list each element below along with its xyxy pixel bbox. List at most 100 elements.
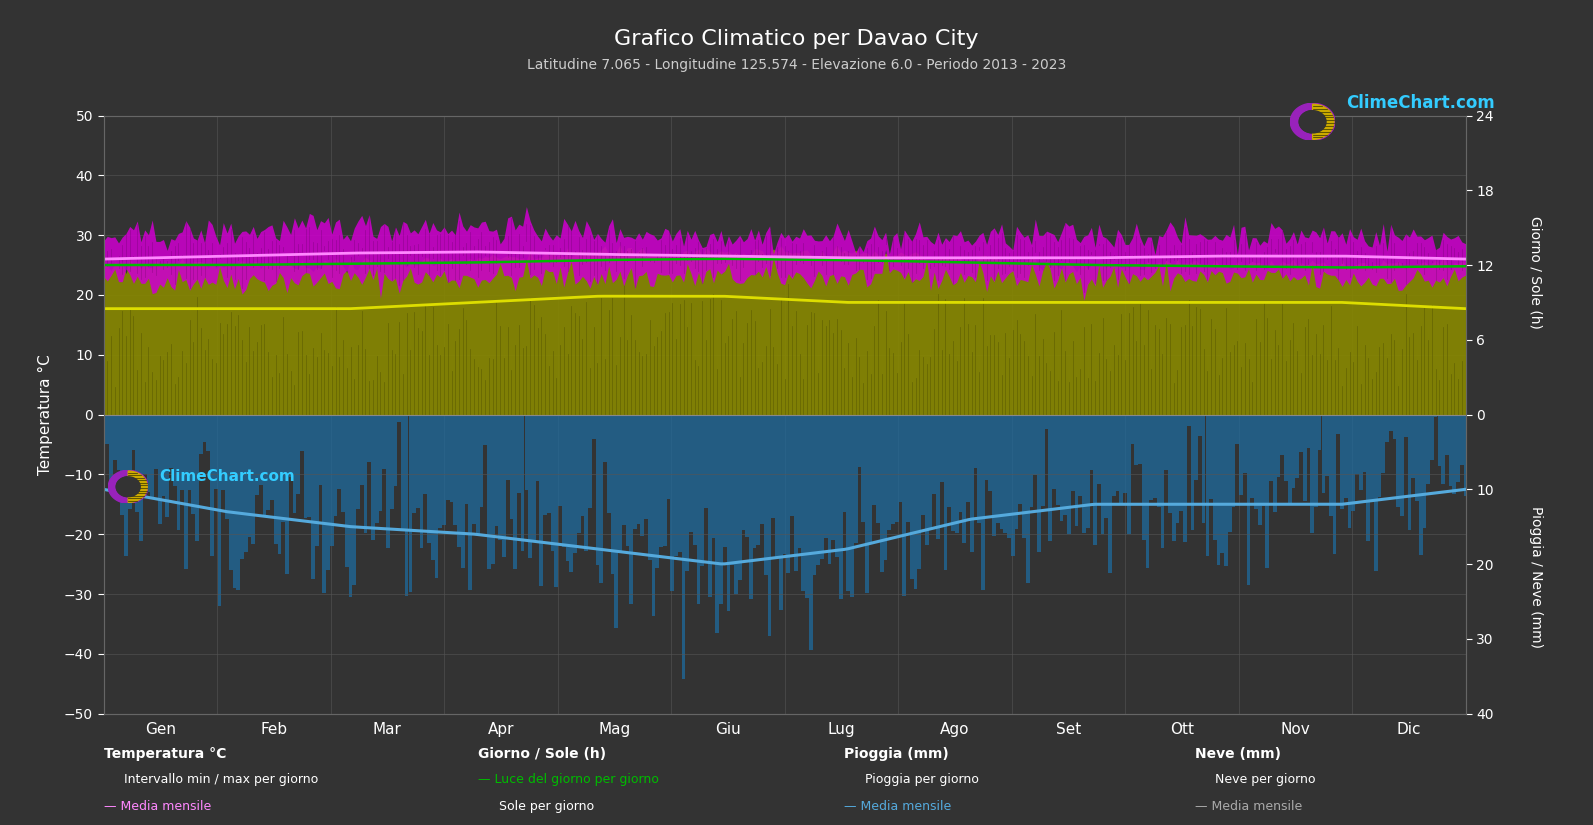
Bar	[1344, 414, 1348, 497]
Polygon shape	[116, 477, 140, 497]
Bar	[432, 414, 435, 560]
Bar	[1258, 414, 1262, 525]
Bar	[898, 414, 902, 502]
Bar	[386, 414, 390, 548]
Bar	[540, 414, 543, 586]
Bar	[1195, 414, 1198, 480]
Bar	[690, 414, 693, 532]
Bar	[1322, 414, 1325, 493]
Bar	[419, 414, 424, 549]
Bar	[846, 414, 851, 592]
Bar	[341, 414, 346, 512]
Bar	[307, 414, 311, 517]
Bar	[970, 414, 973, 552]
Bar	[865, 414, 868, 592]
Bar	[652, 414, 655, 616]
Bar	[1212, 414, 1217, 540]
Text: — Media mensile: — Media mensile	[844, 799, 951, 813]
Bar	[746, 414, 749, 537]
Bar	[1075, 414, 1078, 526]
Bar	[771, 414, 776, 518]
Bar	[644, 414, 648, 519]
Bar	[177, 414, 180, 530]
Bar	[1373, 414, 1378, 571]
Bar	[667, 414, 671, 499]
Bar	[263, 414, 266, 516]
Text: Pioggia per giorno: Pioggia per giorno	[865, 773, 978, 786]
Bar	[236, 414, 241, 590]
Bar	[1314, 414, 1317, 507]
Bar	[704, 414, 707, 508]
Bar	[1078, 414, 1082, 497]
Bar	[1109, 414, 1112, 573]
Bar	[494, 414, 499, 526]
Bar	[199, 414, 202, 454]
Bar	[1270, 414, 1273, 481]
Bar	[1023, 414, 1026, 538]
Bar	[715, 414, 718, 634]
Bar	[1209, 414, 1212, 499]
Bar	[518, 414, 521, 493]
Bar	[132, 414, 135, 450]
Text: Giorno / Sole (h): Giorno / Sole (h)	[478, 747, 605, 761]
Bar	[1325, 414, 1329, 476]
Bar	[954, 414, 959, 533]
Bar	[1389, 414, 1392, 431]
Bar	[1153, 414, 1157, 498]
Bar	[1164, 414, 1168, 469]
Bar	[1045, 414, 1048, 429]
Bar	[1437, 414, 1442, 465]
Bar	[1051, 414, 1056, 489]
Polygon shape	[1300, 111, 1325, 133]
Bar	[989, 414, 992, 492]
Bar	[730, 414, 734, 565]
Bar	[1120, 414, 1123, 503]
Bar	[1434, 414, 1437, 417]
Bar	[191, 414, 196, 514]
Bar	[798, 414, 801, 548]
Bar	[648, 414, 652, 560]
Text: Pioggia / Neve (mm): Pioggia / Neve (mm)	[1529, 507, 1542, 648]
Bar	[1037, 414, 1040, 552]
Bar	[1217, 414, 1220, 564]
Bar	[914, 414, 918, 589]
Bar	[926, 414, 929, 544]
Bar	[296, 414, 299, 493]
Bar	[121, 414, 124, 515]
Bar	[782, 414, 787, 554]
Bar	[368, 414, 371, 462]
Bar	[1190, 414, 1195, 530]
Bar	[1333, 414, 1337, 554]
Bar	[876, 414, 879, 522]
Bar	[408, 414, 413, 592]
Polygon shape	[1290, 103, 1335, 140]
Bar	[1040, 414, 1045, 506]
Bar	[588, 414, 593, 508]
Bar	[143, 414, 147, 474]
Bar	[413, 414, 416, 513]
Bar	[1184, 414, 1187, 542]
Bar	[1145, 414, 1150, 568]
Bar	[1172, 414, 1176, 540]
Bar	[1356, 414, 1359, 474]
Bar	[718, 414, 723, 604]
Bar	[196, 414, 199, 541]
Bar	[615, 414, 618, 628]
Bar	[835, 414, 840, 557]
Bar	[596, 414, 599, 565]
Bar	[1007, 414, 1012, 538]
Bar	[252, 414, 255, 544]
Bar	[816, 414, 820, 565]
Bar	[1295, 414, 1298, 478]
Bar	[479, 414, 483, 507]
Bar	[1340, 414, 1344, 508]
Bar	[483, 414, 487, 445]
Bar	[577, 414, 580, 533]
Bar	[1168, 414, 1172, 513]
Bar	[1431, 414, 1434, 460]
Bar	[1187, 414, 1190, 426]
Bar	[1423, 414, 1426, 528]
Bar	[696, 414, 701, 604]
Bar	[951, 414, 954, 531]
Bar	[1464, 414, 1467, 496]
